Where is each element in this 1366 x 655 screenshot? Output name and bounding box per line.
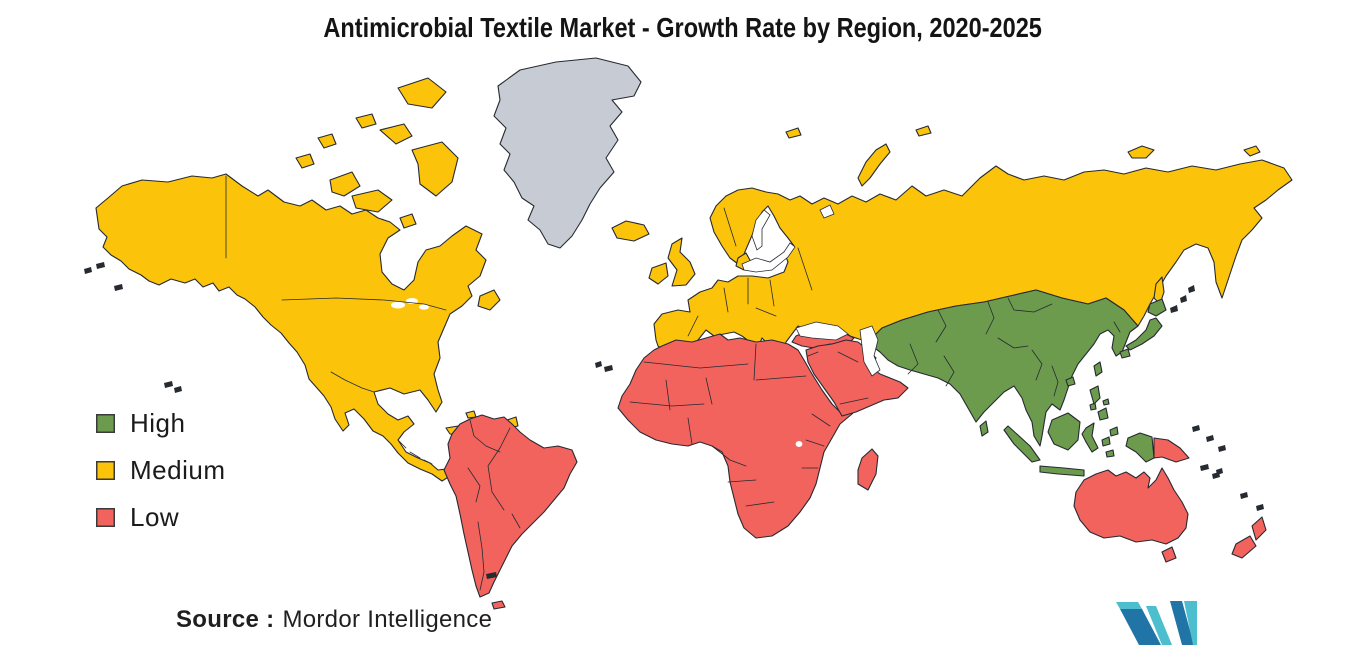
- source-prefix: Source :: [176, 606, 275, 633]
- lake-victoria: [795, 441, 803, 447]
- great-lakes: [391, 301, 405, 309]
- legend-swatch-low-icon: [96, 507, 115, 527]
- chart-title-text: Antimicrobial Textile Market - Growth Ra…: [323, 12, 1043, 43]
- logo-teal-right-edge: [1184, 601, 1197, 645]
- region-madagascar: [857, 448, 879, 491]
- chart-title: Antimicrobial Textile Market - Growth Ra…: [0, 12, 1366, 44]
- caspian-sea: [859, 325, 881, 377]
- black-sea: [795, 321, 849, 341]
- region-greenland: [493, 57, 642, 249]
- logo-teal-middle-stroke: [1146, 606, 1172, 645]
- white-sea: [819, 204, 835, 219]
- region-papua-new-guinea: [1153, 437, 1190, 463]
- country-borders: [225, 175, 1121, 591]
- logo-blue-right-stroke: [1170, 601, 1194, 645]
- region-australia: [1073, 467, 1189, 563]
- legend-label-high: High: [130, 407, 186, 438]
- source-line: Source : Mordor Intelligence: [176, 606, 492, 634]
- mordor-intelligence-logo: [1116, 601, 1197, 645]
- legend-item-low: Low: [96, 501, 225, 532]
- region-africa: [617, 333, 863, 539]
- region-west-new-guinea: [1125, 432, 1155, 463]
- gulf-of-bothnia: [751, 209, 771, 251]
- region-iceland: [611, 220, 650, 242]
- region-arabia: [805, 339, 909, 417]
- legend-item-high: High: [96, 407, 225, 438]
- region-arctic-islands: [295, 77, 459, 229]
- source-text: Mordor Intelligence: [282, 606, 493, 633]
- region-south-america: [443, 414, 578, 610]
- logo-blue-left-stroke: [1120, 609, 1161, 645]
- region-indonesia: [1003, 412, 1119, 477]
- great-lakes: [419, 304, 429, 310]
- region-russian-islands: [785, 125, 1261, 305]
- region-taiwan: [1065, 361, 1103, 387]
- legend-label-medium: Medium: [130, 454, 226, 485]
- region-sri-lanka: [979, 420, 989, 437]
- legend-swatch-high-icon: [96, 413, 115, 433]
- water-bodies: [391, 204, 881, 447]
- legend-swatch-medium-icon: [96, 460, 115, 480]
- regions-no-data: [493, 57, 642, 249]
- region-new-zealand: [1231, 516, 1267, 559]
- region-north-america: [95, 173, 487, 482]
- legend-label-low: Low: [130, 501, 180, 532]
- logo-teal-sliver: [1116, 602, 1142, 609]
- region-philippines: [1089, 385, 1110, 421]
- regions-high-growth: [867, 289, 1167, 477]
- legend: High Medium Low: [96, 407, 226, 551]
- region-newfoundland: [477, 289, 501, 311]
- region-japan: [1119, 298, 1167, 359]
- regions-low-growth: [443, 327, 1267, 610]
- legend-item-medium: Medium: [96, 454, 226, 485]
- baltic-sea: [741, 242, 796, 273]
